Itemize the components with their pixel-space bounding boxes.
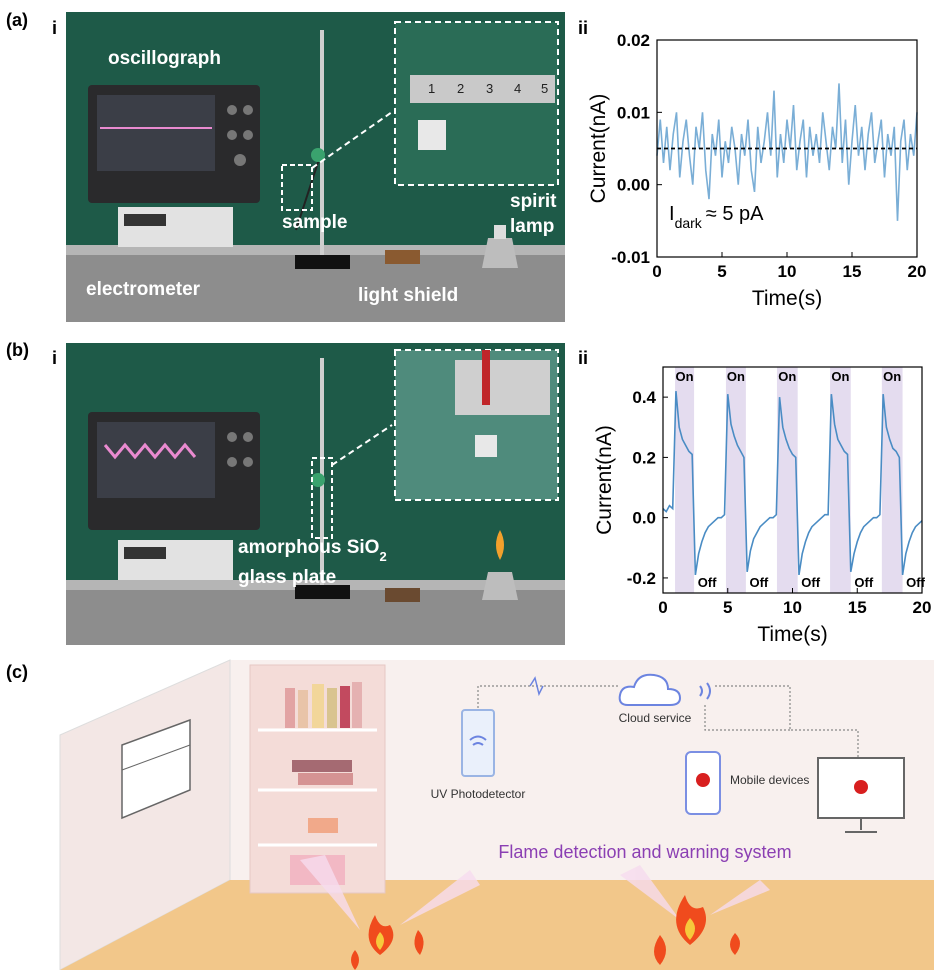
x-tick-label: 0	[652, 262, 661, 281]
photo-label: electrometer	[86, 279, 201, 300]
x-tick-label: 15	[848, 598, 867, 617]
panel-label: (a)	[6, 10, 28, 30]
y-tick-label: 0.02	[617, 31, 650, 50]
photo-label: sample	[282, 212, 347, 233]
panel-label: (b)	[6, 340, 29, 360]
photo-label: oscillograph	[108, 48, 221, 69]
x-tick-label: 15	[843, 262, 862, 281]
data-line	[657, 83, 917, 220]
y-tick-label: -0.2	[627, 569, 656, 588]
y-tick-label: -0.01	[611, 248, 650, 267]
ruler-label: 5	[541, 81, 548, 96]
ruler-label: 1	[428, 81, 435, 96]
panel-label: (c)	[6, 662, 28, 682]
y-tick-label: 0.4	[632, 388, 656, 407]
off-label: Off	[854, 575, 873, 590]
y-axis-label: Current(nA)	[587, 94, 610, 204]
sub-label: i	[52, 18, 57, 38]
on-label: On	[883, 369, 901, 384]
illustration-label: UV Photodetector	[431, 787, 526, 801]
photo-label: spirit	[510, 191, 557, 212]
x-tick-label: 20	[913, 598, 932, 617]
y-tick-label: 0.01	[617, 103, 650, 122]
photo-label: lamp	[510, 216, 554, 237]
photo-label: amorphous SiO	[238, 537, 379, 558]
y-tick-label: 0.2	[632, 448, 656, 467]
off-label: Off	[749, 575, 768, 590]
illustration	[60, 660, 934, 970]
x-axis-label: Time(s)	[752, 287, 822, 310]
x-tick-label: 10	[783, 598, 802, 617]
x-tick-label: 5	[723, 598, 732, 617]
ruler-label: 4	[514, 81, 521, 96]
photo-label-sub: 2	[379, 549, 386, 564]
x-axis-label: Time(s)	[757, 623, 827, 646]
annotation-rest: ≈ 5 pA	[706, 203, 764, 225]
sub-label: ii	[578, 348, 588, 368]
x-tick-label: 20	[908, 262, 927, 281]
photo-label: light shield	[358, 285, 458, 306]
ruler-label: 3	[486, 81, 493, 96]
illustration-label: Cloud service	[619, 711, 692, 725]
on-label: On	[778, 369, 796, 384]
off-label: Off	[906, 575, 925, 590]
figure: (a) i ii (b) i ii (c) oscillograph sampl…	[0, 0, 934, 970]
annotation: Idark≈ 5 pA	[669, 203, 764, 231]
ruler-label: 2	[457, 81, 464, 96]
on-period	[675, 367, 694, 593]
y-tick-label: 0.0	[632, 509, 656, 528]
illustration-label: Mobile devices	[730, 773, 809, 787]
on-label: On	[831, 369, 849, 384]
off-label: Off	[698, 575, 717, 590]
off-label: Off	[801, 575, 820, 590]
y-axis-label: Current(nA)	[593, 425, 616, 535]
illustration-title: Flame detection and warning system	[498, 842, 791, 862]
on-label: On	[676, 369, 694, 384]
annotation-sub: dark	[675, 215, 703, 231]
x-tick-label: 0	[658, 598, 667, 617]
x-tick-label: 5	[717, 262, 726, 281]
photo-label: glass plate	[238, 567, 336, 588]
on-label: On	[727, 369, 745, 384]
y-tick-label: 0.00	[617, 176, 650, 195]
photo-b	[66, 343, 565, 645]
sub-label: i	[52, 348, 57, 368]
sub-label: ii	[578, 18, 588, 38]
x-tick-label: 10	[778, 262, 797, 281]
